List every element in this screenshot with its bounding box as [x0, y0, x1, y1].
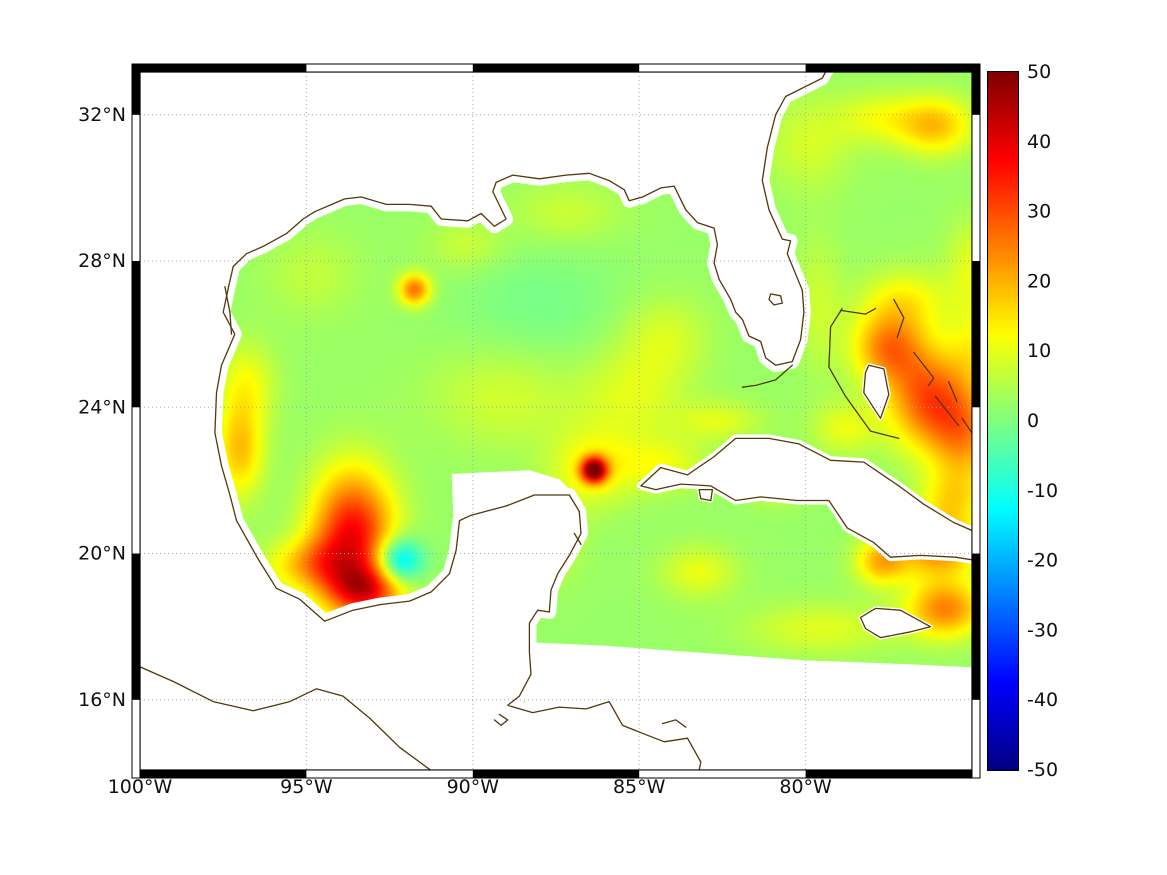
- coastline-long_island: [961, 417, 972, 435]
- coastline-mainland-1: [140, 666, 432, 770]
- y-tick-label: 24°N: [78, 396, 126, 418]
- zebra-border-right-segment: [972, 64, 980, 115]
- coastline-cat_island: [948, 381, 958, 403]
- y-tick-label: 32°N: [78, 104, 126, 126]
- zebra-border-right-outline: [971, 63, 981, 779]
- y-tick-label: 16°N: [78, 689, 126, 711]
- colorbar: [987, 71, 1019, 771]
- x-tick-label: 80°W: [779, 776, 832, 798]
- colorbar-tick-label: -30: [1027, 619, 1058, 641]
- zebra-border-left-segment: [132, 261, 140, 408]
- colorbar-tick-label: -40: [1027, 689, 1058, 711]
- zebra-border-left-outline: [131, 63, 141, 779]
- colorbar-tick-label: 50: [1027, 61, 1051, 83]
- colorbar-tick-label: -20: [1027, 550, 1058, 572]
- zebra-border-left-segment: [132, 553, 140, 700]
- zebra-border-top-segment: [472, 64, 640, 72]
- zebra-border-bottom-segment: [805, 770, 980, 778]
- colorbar-tick-label: -50: [1027, 759, 1058, 781]
- coastline-jamaica: [859, 607, 932, 639]
- coastline-cozumel: [573, 532, 582, 546]
- coastline-florida_keys: [741, 364, 793, 388]
- colorbar-tick-label: 40: [1027, 131, 1051, 153]
- x-tick-label: 100°W: [108, 776, 173, 798]
- coastline-lake_okeechobee: [768, 293, 783, 306]
- colorbar-tick-label: 0: [1027, 410, 1039, 432]
- y-tick-label: 20°N: [78, 543, 126, 565]
- zebra-border-bottom-segment: [472, 770, 640, 778]
- coastline-mainland-0: [214, 72, 827, 770]
- coastline-cuba: [640, 437, 972, 561]
- land-polygon-cuba: [636, 434, 972, 564]
- coastline-abaco: [893, 298, 905, 339]
- colorbar-tick-label: -10: [1027, 480, 1058, 502]
- colorbar-tick-label: 20: [1027, 270, 1051, 292]
- coastline-bahama_bank: [828, 307, 900, 440]
- coastline-isle_of_youth: [698, 488, 714, 502]
- zebra-border-right-segment: [972, 553, 980, 700]
- colorbar-tick-label: 30: [1027, 201, 1051, 223]
- coastline-eleuthera: [913, 351, 935, 387]
- x-tick-label: 90°W: [447, 776, 500, 798]
- coastline-izabal: [493, 713, 509, 727]
- coastline-exuma: [934, 395, 960, 427]
- zebra-border-left-segment: [132, 64, 140, 115]
- colorbar-tick-label: 10: [1027, 340, 1051, 362]
- zebra-border-bottom-segment: [132, 770, 307, 778]
- coastline-texas_lagoon: [224, 285, 233, 335]
- y-tick-label: 28°N: [78, 250, 126, 272]
- coastline-grand_bahama: [839, 307, 877, 315]
- coastline-andros: [863, 364, 890, 419]
- zebra-border-top-segment: [132, 64, 307, 72]
- coastline-caratasca: [661, 719, 687, 728]
- map-layer: [140, 72, 972, 770]
- zebra-border-top-segment: [805, 64, 980, 72]
- zebra-border-right-segment: [972, 261, 980, 408]
- land-polygon-jamaica: [858, 606, 933, 640]
- x-tick-label: 95°W: [280, 776, 333, 798]
- x-tick-label: 85°W: [613, 776, 666, 798]
